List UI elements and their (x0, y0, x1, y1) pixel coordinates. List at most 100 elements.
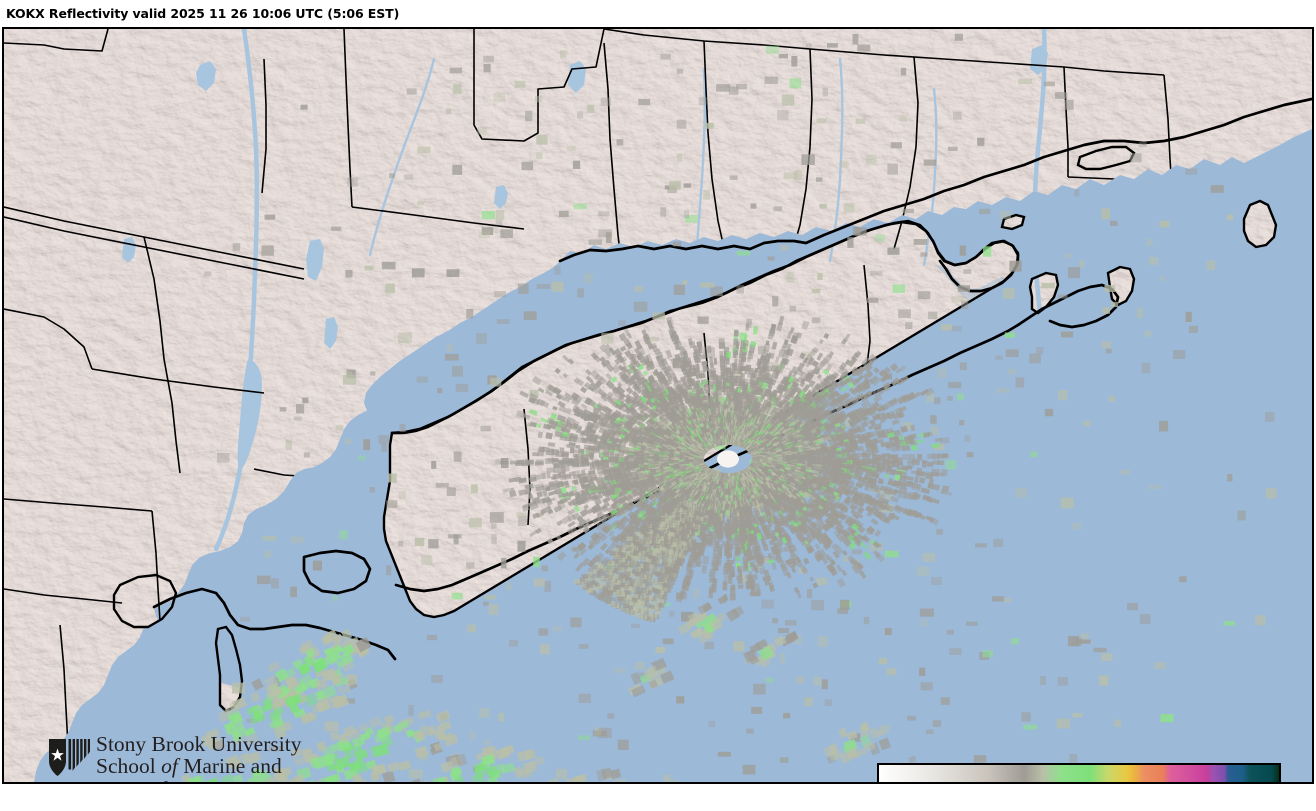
clutter-pixel (905, 322, 913, 329)
clutter-pixel (931, 577, 942, 585)
clutter-pixel (1120, 469, 1131, 475)
lake-5 (1030, 45, 1048, 75)
echo-pixel (326, 653, 339, 666)
clutter-pixel (857, 44, 871, 52)
echo-pixel (354, 763, 369, 775)
clutter-pixel (683, 183, 691, 188)
echo-pixel (485, 766, 499, 778)
spoke-pixel (745, 580, 752, 589)
clutter-pixel (708, 720, 716, 727)
clutter-pixel (398, 491, 406, 500)
clutter-pixel (693, 588, 700, 598)
map-canvas[interactable] (4, 29, 1312, 782)
clutter-pixel (851, 733, 861, 742)
spoke-pixel (726, 553, 730, 560)
clutter-pixel (1003, 597, 1012, 603)
clutter-pixel (1237, 510, 1246, 521)
echo-pixel (204, 777, 220, 782)
border-line-14 (4, 308, 93, 370)
echo-pixel (204, 728, 220, 740)
clutter-pixel (544, 581, 552, 592)
clutter-pixel (811, 600, 824, 611)
border-line-3 (603, 42, 623, 270)
clutter-pixel (847, 237, 854, 248)
clutter-pixel (523, 311, 537, 320)
spoke-pixel (877, 457, 887, 462)
clutter-pixel (1056, 718, 1070, 729)
outline-shelter-island (1028, 271, 1060, 315)
echo-pixel (323, 684, 337, 699)
spoke-pixel (538, 446, 545, 452)
clutter-pixel (518, 283, 529, 294)
spoke-pixel (907, 458, 914, 464)
clutter-pixel (750, 203, 757, 209)
map-frame[interactable]: Stony Brook University School of Marine … (2, 27, 1314, 784)
clutter-pixel (899, 488, 908, 494)
clutter-pixel (898, 115, 907, 122)
clutter-pixel (1080, 633, 1089, 640)
clutter-pixel (469, 518, 482, 528)
clutter-pixel (843, 556, 849, 562)
clutter-pixel (923, 159, 937, 166)
echo-pixel (648, 676, 664, 690)
clutter-pixel (633, 301, 648, 312)
clutter-pixel (1144, 330, 1152, 337)
inland-water-group (122, 29, 1048, 552)
spoke-pixel (722, 581, 728, 591)
coastline-5 (152, 587, 397, 661)
clutter-pixel (1159, 220, 1170, 228)
clutter-pixel (616, 139, 624, 146)
spoke-pixel (917, 457, 923, 461)
clutter-pixel (285, 439, 293, 450)
echo-pixel (330, 673, 343, 686)
clutter-pixel (417, 146, 431, 154)
clutter-pixel (385, 283, 395, 294)
echo-pixel (451, 766, 462, 777)
clutter-pixel (796, 676, 805, 684)
echo-pixel (829, 749, 844, 762)
clutter-pixel (704, 641, 714, 650)
clutter-pixel (947, 146, 958, 151)
clutter-pixel (466, 562, 475, 569)
clutter-pixel (1067, 267, 1081, 279)
clutter-pixel (700, 282, 715, 288)
clutter-pixel (840, 599, 850, 610)
spoke-pixel (864, 484, 870, 491)
clutter-pixel (1044, 408, 1054, 417)
clutter-pixel (948, 381, 962, 389)
clutter-pixel (676, 153, 683, 163)
clutter-pixel (596, 523, 609, 530)
echo-pixel (354, 749, 369, 761)
clutter-pixel (705, 122, 714, 129)
river-5 (694, 67, 707, 261)
border-line-8 (1063, 66, 1069, 177)
echo-pixel (358, 722, 370, 733)
clutter-pixel (1063, 253, 1071, 259)
clutter-pixel (1060, 497, 1074, 509)
echo-pixel (846, 730, 858, 741)
clutter-pixel (1093, 647, 1107, 653)
echo-pixel (355, 637, 372, 653)
clutter-pixel (578, 735, 590, 741)
echo-pixel (382, 770, 396, 782)
clutter-pixel (1148, 257, 1159, 265)
spoke-pixel (937, 460, 944, 466)
echo-pixel (246, 705, 259, 716)
spoke-pixel (509, 460, 519, 465)
clutter-pixel (936, 529, 943, 535)
clutter-pixel (975, 543, 987, 548)
clutter-pixel (822, 87, 828, 97)
clutter-pixel (398, 541, 403, 547)
clutter-pixel (271, 578, 279, 589)
clutter-pixel (347, 177, 358, 187)
clutter-pixel (411, 268, 425, 278)
clutter-pixel (963, 269, 972, 274)
echo-pixel (384, 714, 395, 724)
clutter-pixel (476, 333, 487, 344)
clutter-pixel (710, 286, 723, 297)
clutter-pixel (736, 83, 747, 90)
echo-pixel (329, 695, 342, 709)
clutter-pixel (873, 501, 884, 511)
clutter-pixel (560, 50, 567, 58)
echo-pixel (314, 689, 326, 701)
